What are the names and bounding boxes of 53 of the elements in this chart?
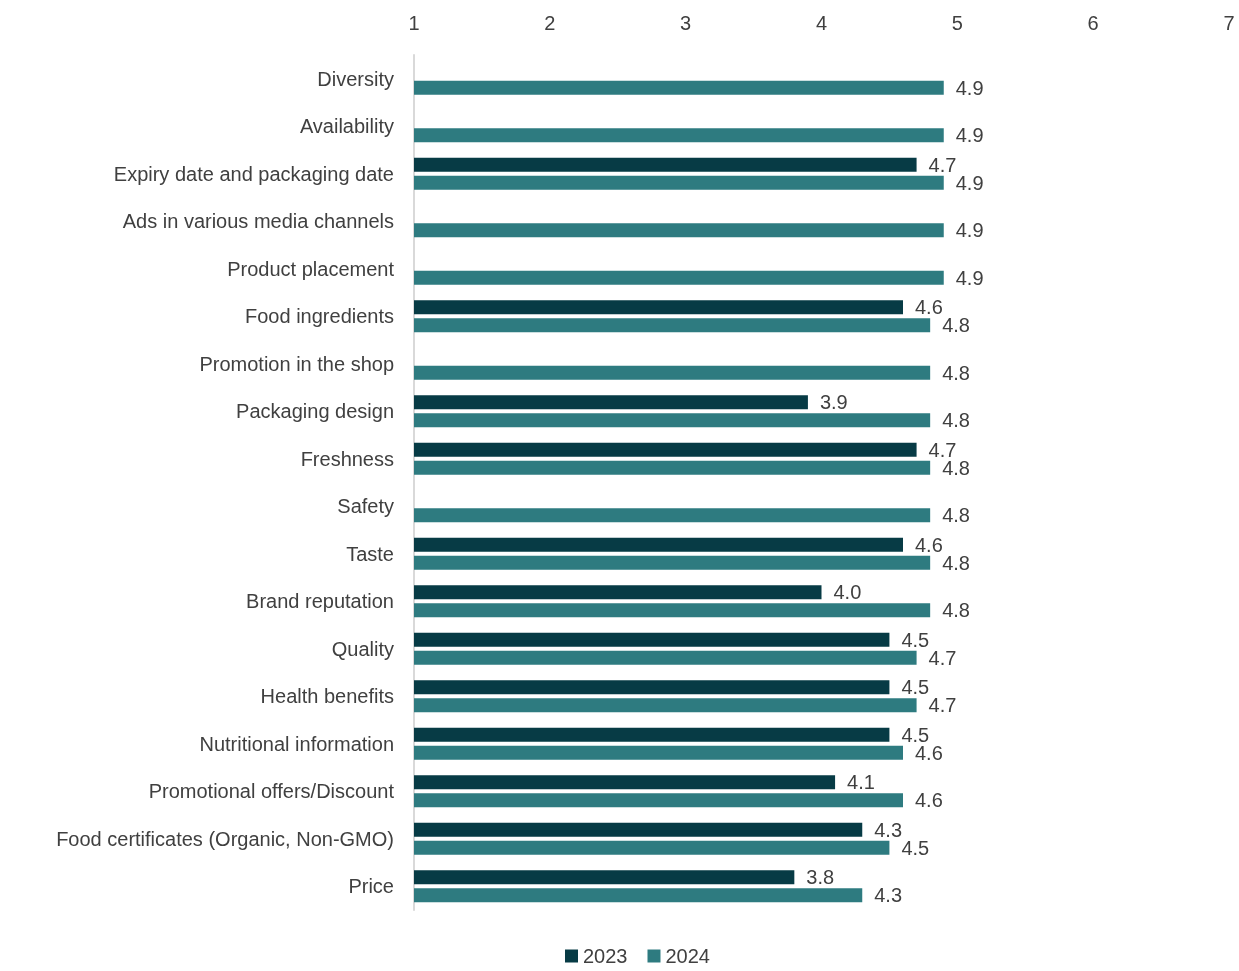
y-tick-label: Brand reputation bbox=[246, 590, 394, 613]
y-tick-label: Promotional offers/Discount bbox=[148, 780, 395, 803]
x-tick-label: 4 bbox=[815, 12, 828, 34]
data-label: 4.8 bbox=[942, 551, 970, 574]
y-tick-label: Diversity bbox=[317, 67, 394, 90]
data-label: 4.8 bbox=[942, 314, 970, 337]
data-label: 4.9 bbox=[955, 219, 984, 242]
x-tick-label: 6 bbox=[1087, 12, 1099, 34]
x-tick-label: 5 bbox=[951, 12, 963, 34]
data-label: 4.8 bbox=[942, 361, 970, 384]
y-tick-label: Promotion in the shop bbox=[199, 352, 394, 375]
legend-label: 2023 bbox=[583, 945, 628, 967]
data-label: 4.9 bbox=[955, 124, 984, 147]
data-label: 3.9 bbox=[819, 391, 848, 414]
data-label: 4.6 bbox=[915, 533, 943, 556]
y-tick-label: Nutritional information bbox=[199, 732, 394, 755]
y-tick-label: Product placement bbox=[227, 257, 395, 280]
y-tick-label: Availability bbox=[299, 115, 394, 138]
y-tick-label: Freshness bbox=[300, 447, 394, 470]
data-label: 4.3 bbox=[874, 818, 903, 841]
y-tick-label: Expiry date and packaging date bbox=[113, 162, 394, 185]
y-tick-label: Food ingredients bbox=[245, 305, 394, 328]
y-tick-label: Food certificates (Organic, Non-GMO) bbox=[56, 827, 394, 850]
data-label: 4.6 bbox=[915, 296, 943, 319]
data-label: 3.8 bbox=[806, 866, 835, 889]
x-tick-label: 2 bbox=[544, 12, 556, 34]
data-label: 4.7 bbox=[928, 694, 957, 717]
y-tick-label: Ads in various media channels bbox=[122, 210, 394, 233]
y-tick-label: Taste bbox=[346, 542, 394, 565]
y-tick-label: Price bbox=[348, 875, 394, 898]
legend-label: 2024 bbox=[665, 945, 710, 967]
data-label: 4.5 bbox=[901, 676, 930, 699]
data-label: 4.9 bbox=[955, 266, 984, 289]
x-tick-label: 7 bbox=[1223, 12, 1235, 34]
data-label: 4.5 bbox=[901, 836, 930, 859]
data-label: 4.9 bbox=[955, 76, 984, 99]
data-label: 4.3 bbox=[874, 884, 903, 907]
y-tick-label: Health benefits bbox=[260, 685, 394, 708]
y-tick-label: Packaging design bbox=[236, 400, 394, 423]
y-tick-label: Safety bbox=[337, 495, 394, 518]
x-tick-label: 3 bbox=[680, 12, 692, 34]
data-label: 4.6 bbox=[915, 789, 943, 812]
data-label: 4.8 bbox=[942, 504, 970, 527]
data-label: 4.7 bbox=[928, 153, 957, 176]
data-label: 4.5 bbox=[901, 628, 930, 651]
data-label: 4.8 bbox=[942, 409, 970, 432]
data-label: 4.0 bbox=[833, 581, 862, 604]
x-tick-label: 1 bbox=[408, 12, 420, 34]
data-label: 4.1 bbox=[847, 771, 875, 794]
data-label: 4.9 bbox=[955, 171, 984, 194]
data-label: 4.7 bbox=[928, 646, 957, 669]
data-label: 4.8 bbox=[942, 599, 970, 622]
y-tick-label: Quality bbox=[331, 637, 394, 660]
